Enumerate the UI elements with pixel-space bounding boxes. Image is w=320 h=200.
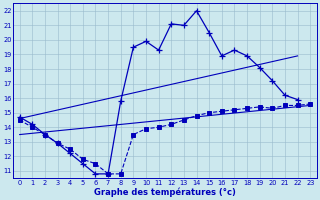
X-axis label: Graphe des températures (°c): Graphe des températures (°c) <box>94 187 236 197</box>
